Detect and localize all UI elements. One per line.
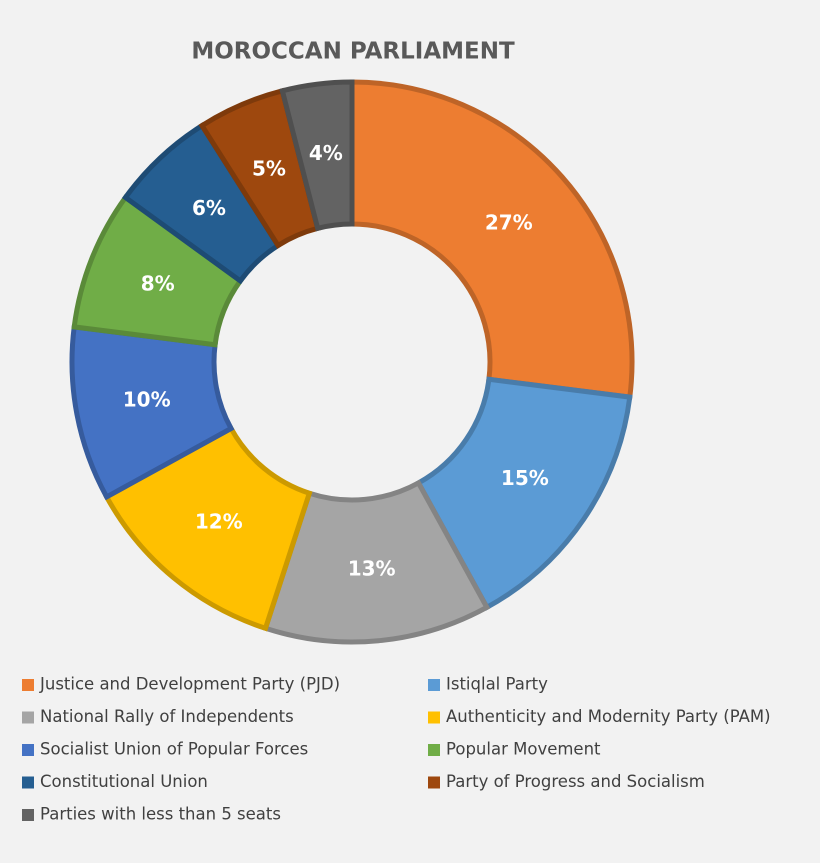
data-label: 8% [141, 272, 175, 296]
legend-label: National Rally of Independents [40, 707, 294, 726]
legend-label: Constitutional Union [40, 772, 208, 791]
data-label: 4% [309, 141, 343, 165]
donut-slice [279, 79, 355, 232]
legend-label: Popular Movement [446, 740, 601, 759]
data-label: 15% [501, 466, 549, 490]
legend-label: Parties with less than 5 seats [40, 805, 281, 824]
legend-label: Socialist Union of Popular Forces [40, 740, 308, 759]
data-label: 10% [123, 388, 171, 412]
legend-swatch [22, 744, 34, 756]
legend-swatch [22, 679, 34, 691]
legend-swatch [22, 809, 34, 821]
legend-swatch [428, 744, 440, 756]
legend-swatch [428, 679, 440, 691]
data-label: 27% [485, 210, 533, 234]
donut-slice [415, 376, 633, 611]
legend-label: Istiqlal Party [446, 675, 548, 694]
legend-swatch [22, 776, 34, 789]
legend-swatch [428, 711, 440, 724]
data-label: 5% [252, 157, 286, 181]
legend-label: Justice and Development Party (PJD) [39, 675, 340, 694]
donut-slice [103, 425, 313, 632]
legend-swatch [428, 776, 440, 789]
legend-swatch [22, 711, 34, 724]
legend-label: Party of Progress and Socialism [446, 772, 705, 791]
donut-slice [349, 79, 635, 400]
chart-title: MOROCCAN PARLIAMENT [191, 39, 515, 65]
data-label: 13% [348, 557, 396, 581]
data-label: 6% [192, 196, 226, 220]
legend-label: Authenticity and Modernity Party (PAM) [446, 707, 771, 726]
donut-slice [262, 479, 491, 645]
data-label: 12% [195, 510, 243, 534]
